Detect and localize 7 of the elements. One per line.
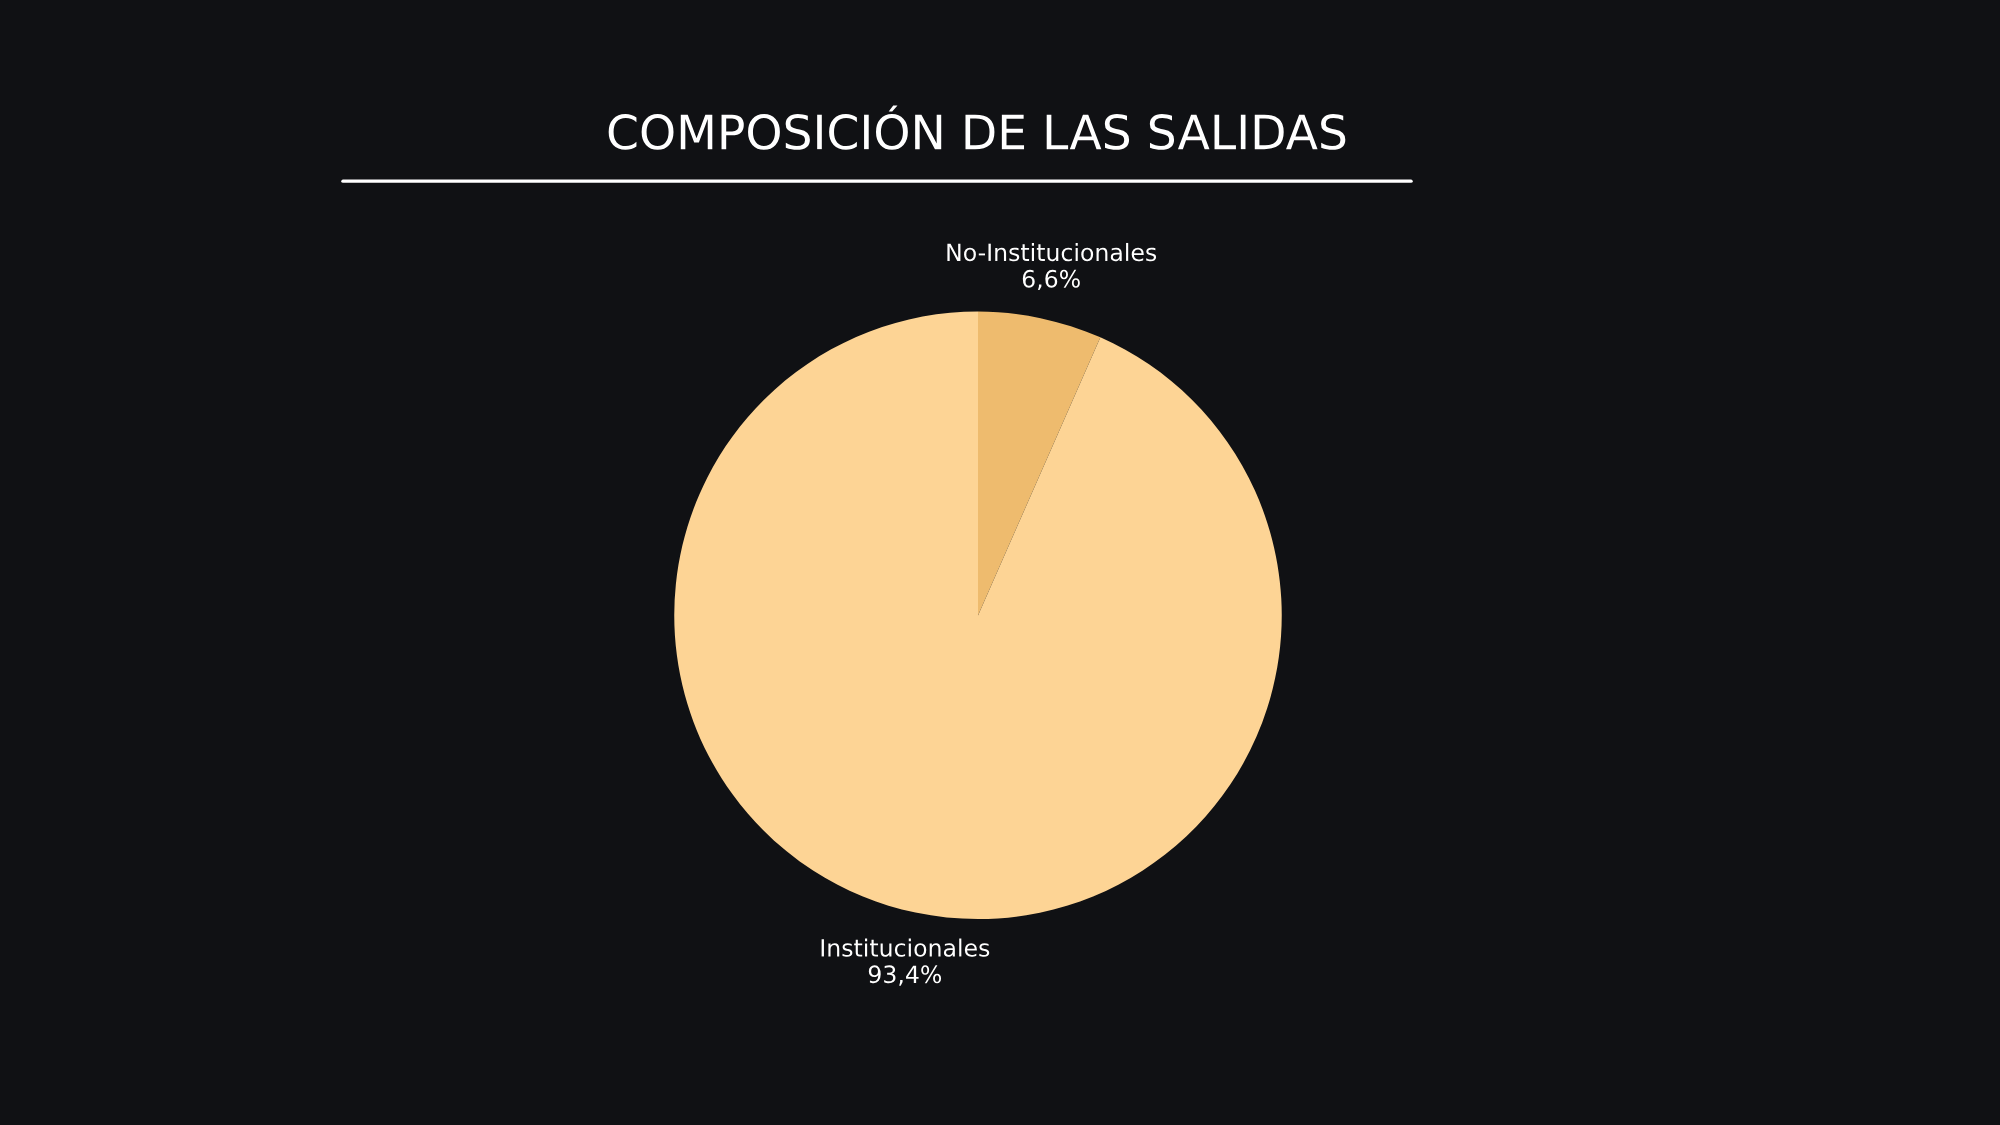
slice-label: Institucionales	[821, 938, 990, 957]
chart-title: COMPOSICIÓN DE LAS SALIDAS	[608, 105, 1346, 150]
slice-label: No-Institucionales	[947, 242, 1157, 262]
pie-slice	[674, 311, 1282, 920]
data-label: 6,6%	[1022, 269, 1080, 291]
pie-slice	[978, 311, 1101, 616]
data-label: 93,4%	[868, 965, 942, 986]
